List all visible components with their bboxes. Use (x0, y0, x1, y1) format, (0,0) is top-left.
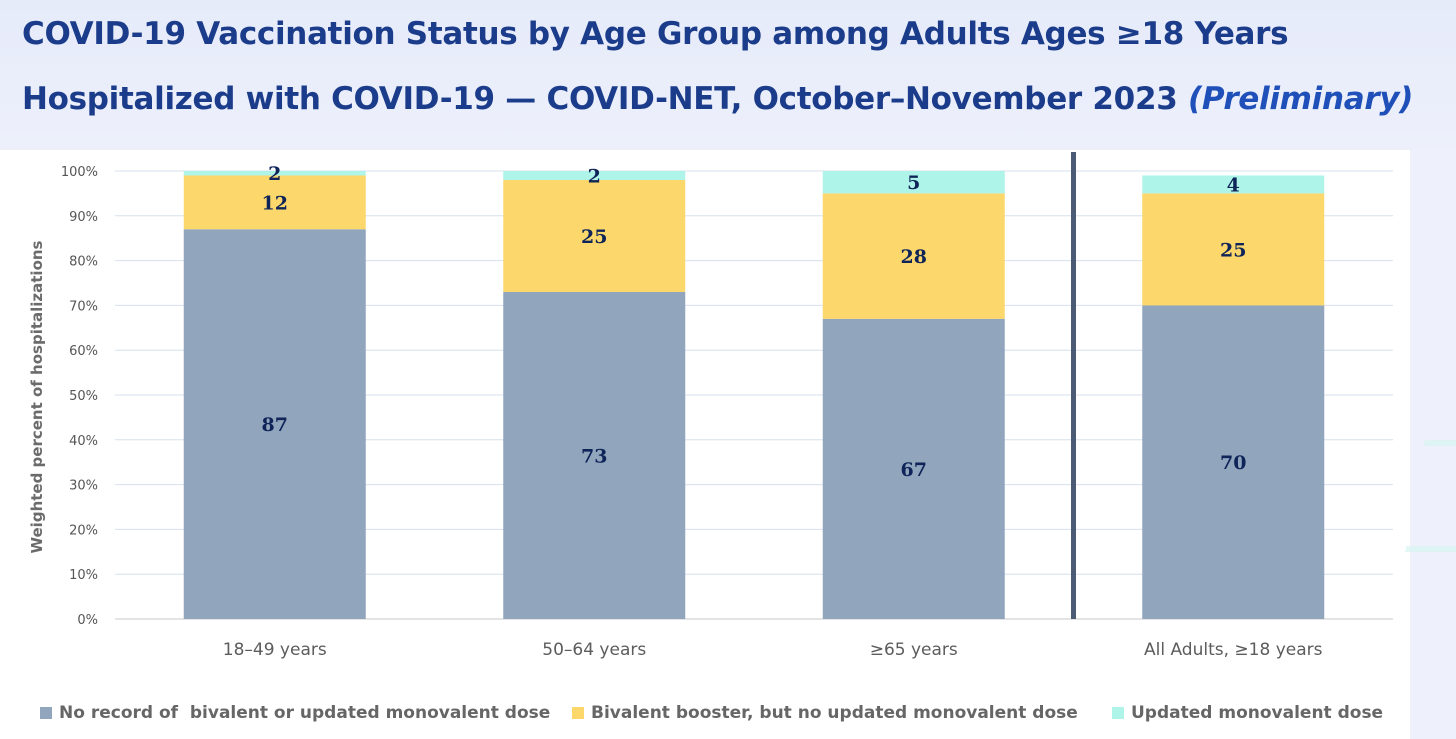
y-tick-label: 100% (61, 165, 98, 180)
legend-swatch (40, 707, 52, 719)
y-tick-label: 10% (69, 568, 98, 583)
y-tick-label: 60% (69, 344, 98, 359)
legend-label: Bivalent booster, but no updated monoval… (591, 703, 1078, 723)
y-tick-label: 90% (69, 210, 98, 225)
chart-legend: No record of bivalent or updated monoval… (0, 700, 1410, 726)
bar-segment (503, 171, 686, 180)
y-tick-label: 20% (69, 523, 98, 538)
bar-segment (1142, 175, 1325, 194)
legend-item: No record of bivalent or updated monoval… (40, 700, 550, 726)
data-label: 73 (581, 445, 607, 467)
data-label: 28 (901, 246, 927, 268)
data-label: 87 (262, 414, 288, 436)
bar-segment (183, 171, 366, 176)
y-axis-label: Weighted percent of hospitalizations (28, 240, 46, 553)
data-label: 2 (268, 163, 281, 185)
y-tick-label: 40% (69, 434, 98, 449)
legend-label: No record of bivalent or updated monoval… (59, 703, 551, 723)
data-label: 4 (1227, 174, 1240, 196)
bar-segment (1142, 305, 1325, 619)
chart-title-line-1: COVID-19 Vaccination Status by Age Group… (22, 16, 1289, 52)
bar-segment (822, 318, 1005, 619)
data-label: 2 (588, 165, 601, 187)
legend-swatch (1112, 707, 1124, 719)
y-tick-label: 30% (69, 479, 98, 494)
title-text-2: Hospitalized with COVID-19 — COVID-NET, … (22, 81, 1188, 117)
y-tick-label: 0% (77, 613, 98, 628)
legend-item: Updated monovalent dose (1112, 700, 1383, 726)
bar-segment (822, 171, 1005, 194)
legend-item: Bivalent booster, but no updated monoval… (572, 700, 1078, 726)
data-label: 70 (1220, 452, 1246, 474)
chart-title-line-2: Hospitalized with COVID-19 — COVID-NET, … (22, 81, 1413, 117)
title-banner: COVID-19 Vaccination Status by Age Group… (0, 0, 1456, 150)
title-text-1: COVID-19 Vaccination Status by Age Group… (22, 16, 1289, 52)
y-tick-label: 70% (69, 299, 98, 314)
data-label: 5 (907, 172, 920, 194)
legend-label: Updated monovalent dose (1131, 703, 1384, 723)
y-tick-label: 50% (69, 389, 98, 404)
legend-swatch (572, 707, 584, 719)
bar-segment (1142, 193, 1325, 306)
preliminary-label: (Preliminary) (1187, 81, 1414, 117)
y-tick-label: 80% (69, 255, 98, 270)
bar-segment (503, 179, 686, 292)
bar-segment (503, 291, 686, 619)
data-label: 25 (1220, 239, 1246, 261)
data-label: 67 (901, 459, 927, 481)
x-category-label: All Adults, ≥18 years (1144, 640, 1323, 660)
bar-segment (822, 193, 1005, 319)
data-label: 12 (262, 192, 288, 214)
bar-segment (183, 229, 366, 620)
x-category-label: 50–64 years (542, 640, 646, 660)
data-label: 25 (581, 226, 607, 248)
bar-segment (183, 175, 366, 230)
x-category-label: 18–49 years (223, 640, 327, 660)
x-category-label: ≥65 years (870, 640, 958, 660)
